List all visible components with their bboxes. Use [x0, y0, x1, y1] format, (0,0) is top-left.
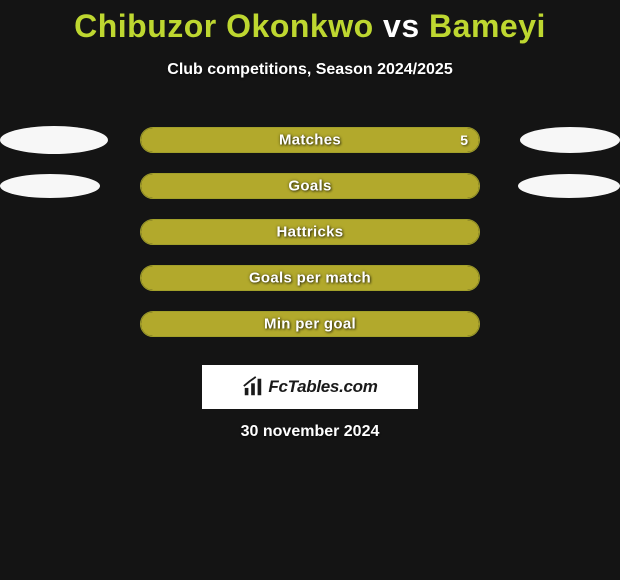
- bar-fill-right: [141, 266, 479, 290]
- stat-row: Hattricks: [0, 209, 620, 255]
- subtitle: Club competitions, Season 2024/2025: [0, 61, 620, 79]
- bar-track: [140, 173, 480, 199]
- right-value-ellipse: [518, 174, 620, 198]
- bar-fill-right: [141, 174, 479, 198]
- brand-chart-icon: [242, 376, 264, 398]
- stat-row: Goals per match: [0, 255, 620, 301]
- bar-track: [140, 311, 480, 337]
- page-title: Chibuzor Okonkwo vs Bameyi: [0, 0, 620, 45]
- date-text: 30 november 2024: [0, 423, 620, 441]
- bar-fill-right: [141, 312, 479, 336]
- bar-fill-right: [141, 220, 479, 244]
- left-value-ellipse: [0, 126, 108, 154]
- stat-row: Goals: [0, 163, 620, 209]
- bar-fill-right: [141, 128, 479, 152]
- brand-box: FcTables.com: [202, 365, 418, 409]
- bar-track: [140, 127, 480, 153]
- brand-text: FcTables.com: [268, 377, 377, 397]
- stat-row: Matches5: [0, 117, 620, 163]
- stat-row: Min per goal: [0, 301, 620, 347]
- left-value-ellipse: [0, 174, 100, 198]
- vs-text: vs: [383, 8, 420, 44]
- comparison-chart: Matches5GoalsHattricksGoals per matchMin…: [0, 117, 620, 347]
- player1-name: Chibuzor Okonkwo: [74, 8, 374, 44]
- player2-name: Bameyi: [429, 8, 546, 44]
- bar-track: [140, 265, 480, 291]
- bar-track: [140, 219, 480, 245]
- right-value-ellipse: [520, 127, 620, 153]
